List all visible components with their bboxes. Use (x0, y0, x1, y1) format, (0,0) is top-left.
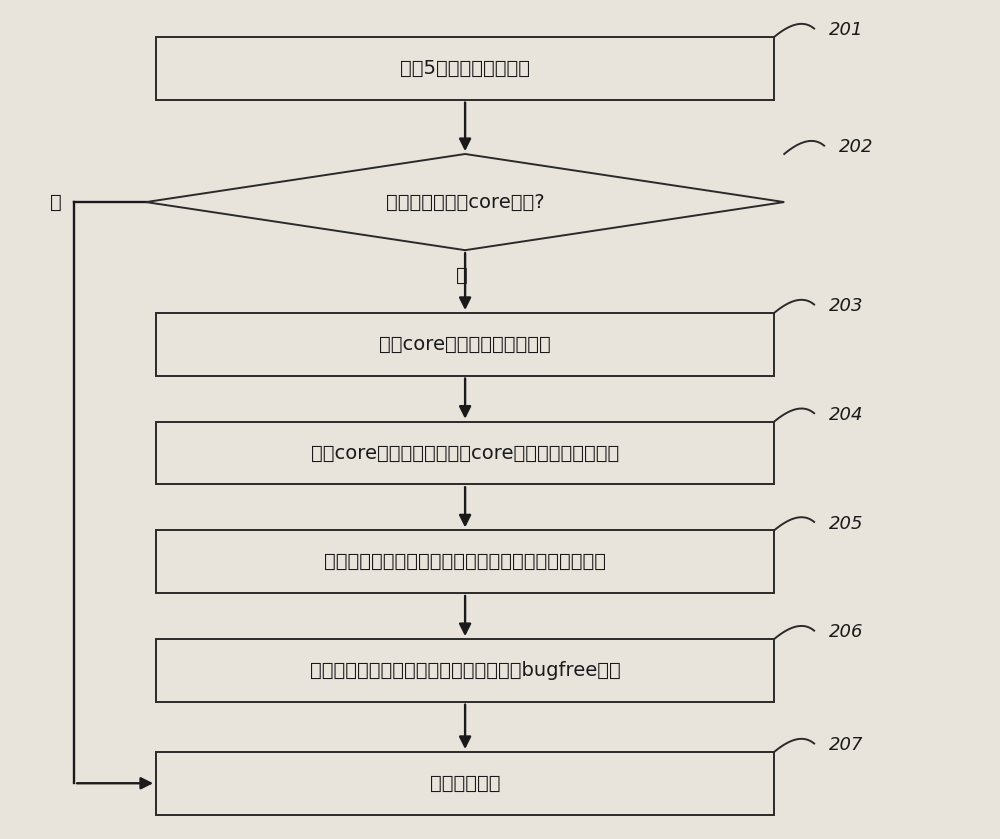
Text: 将文件属性信息以及调试结果自动提交至bugfree系统: 将文件属性信息以及调试结果自动提交至bugfree系统 (310, 661, 620, 680)
Text: 201: 201 (829, 21, 864, 39)
Text: 解析core文件，分析解析的core文件，获取缺陷信息: 解析core文件，分析解析的core文件，获取缺陷信息 (311, 444, 619, 462)
Text: 203: 203 (829, 297, 864, 315)
FancyBboxPatch shape (156, 752, 774, 815)
Text: 结束本轮监控: 结束本轮监控 (430, 774, 500, 793)
Text: 207: 207 (829, 736, 864, 754)
FancyBboxPatch shape (156, 421, 774, 484)
Text: 205: 205 (829, 514, 864, 533)
Text: 206: 206 (829, 623, 864, 641)
Text: 202: 202 (839, 138, 874, 156)
Text: 否: 否 (50, 193, 62, 211)
Text: 204: 204 (829, 406, 864, 424)
FancyBboxPatch shape (156, 313, 774, 376)
FancyBboxPatch shape (156, 37, 774, 100)
Polygon shape (146, 154, 784, 250)
Text: 收集core文件的文件属性信息: 收集core文件的文件属性信息 (379, 335, 551, 354)
FancyBboxPatch shape (156, 530, 774, 593)
Text: 发送邮件通知调试缺陷信息，获取调试结果以恢复服务: 发送邮件通知调试缺陷信息，获取调试结果以恢复服务 (324, 552, 606, 571)
Text: 目标路径中存在core文件?: 目标路径中存在core文件? (386, 193, 544, 211)
FancyBboxPatch shape (156, 639, 774, 701)
Text: 每隔5分钟监控目标路径: 每隔5分钟监控目标路径 (400, 59, 530, 78)
Text: 是: 是 (456, 266, 468, 285)
